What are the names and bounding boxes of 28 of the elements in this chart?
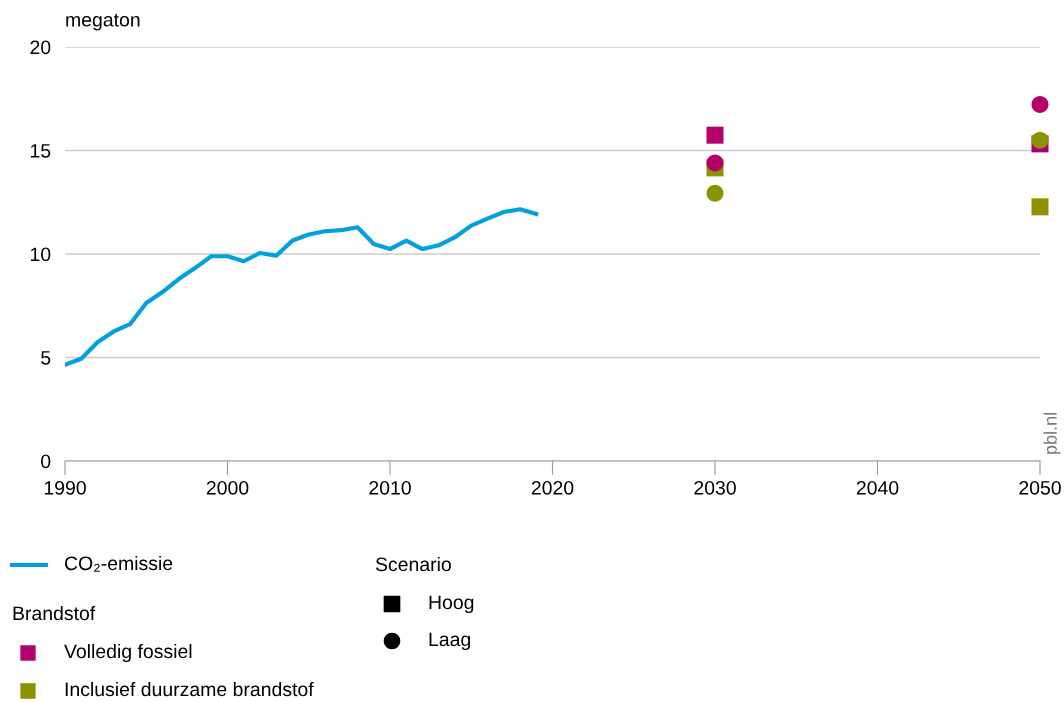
point (1031, 96, 1049, 114)
x-tick-label: 2030 (694, 480, 736, 495)
x-tick-label: 2040 (856, 480, 899, 495)
point (706, 126, 724, 144)
x-tick-label: 1990 (44, 480, 86, 495)
x-tick-label: 2000 (206, 480, 249, 495)
x-tick-label: 2020 (531, 480, 574, 495)
x-tick-label: 2010 (369, 480, 411, 495)
legend-label: Volledig fossiel (64, 643, 192, 663)
x-tick-label: 2050 (1019, 480, 1061, 495)
y-tick-label: 0 (41, 454, 51, 469)
line-series (65, 207, 539, 367)
y-tick-label: 15 (30, 144, 51, 158)
legend-label: CO₂-emissie (64, 555, 173, 572)
point (1031, 198, 1049, 216)
point (1031, 131, 1049, 149)
y-axis-title: megaton (66, 13, 140, 31)
y-tick-label: 5 (41, 351, 51, 365)
y-tick-label: 20 (30, 40, 51, 55)
point (706, 184, 724, 202)
text: Hoog (429, 595, 474, 614)
text: pbl.nl (1043, 413, 1061, 454)
y-tick-label: 10 (30, 247, 51, 262)
text: Laag (429, 632, 470, 651)
text: Scenario (375, 556, 451, 572)
point (706, 154, 724, 172)
legend-label: Inclusief duurzame brandstof (65, 681, 314, 697)
legend-title: Brandstof (13, 605, 96, 621)
